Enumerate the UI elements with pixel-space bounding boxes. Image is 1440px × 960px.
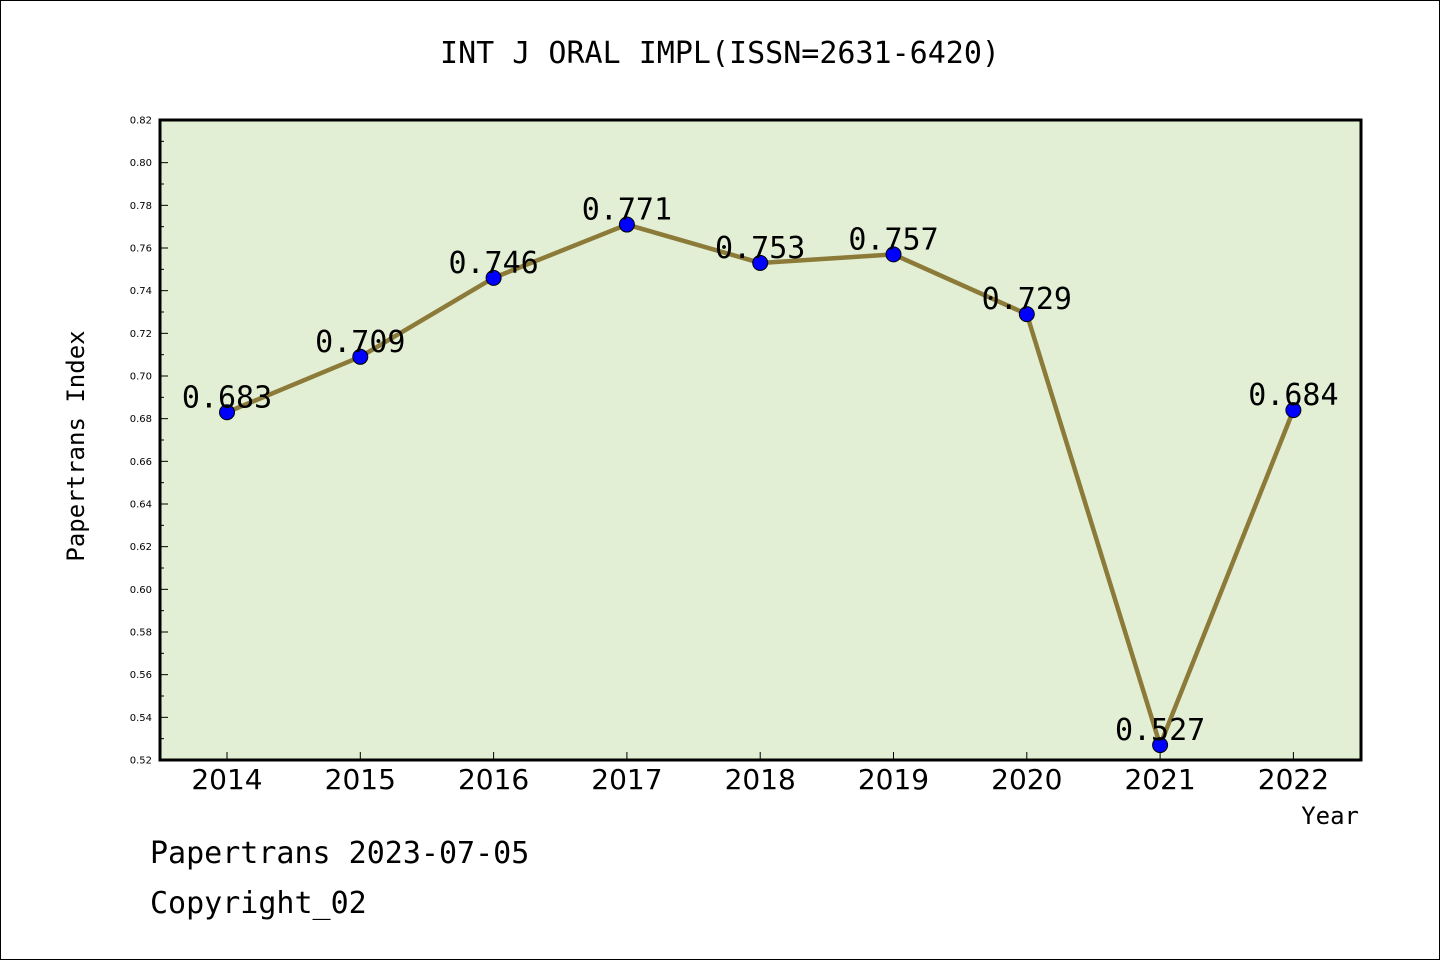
x-tick-label: 2014: [191, 763, 262, 796]
y-tick-label: 0.80: [130, 158, 152, 169]
data-label: 0.527: [1115, 713, 1205, 748]
x-tick-label: 2021: [1124, 763, 1195, 796]
data-point: [485, 269, 502, 286]
data-label: 0.771: [582, 193, 672, 228]
x-tick-label: 2017: [591, 763, 662, 796]
data-point: [752, 254, 769, 271]
data-label: 0.684: [1248, 378, 1338, 413]
y-tick-label: 0.82: [130, 116, 152, 127]
data-point: [1152, 737, 1169, 754]
y-tick-label: 0.68: [130, 414, 152, 425]
data-label: 0.683: [182, 380, 272, 415]
x-axis: 2014 2015 2016 2017 2018 2019 2020 2021 2022: [191, 752, 1329, 796]
y-axis-label: Papertrans Index: [62, 330, 90, 561]
x-tick-label: 2019: [858, 763, 929, 796]
data-point: [1285, 402, 1302, 419]
y-tick-label: 0.54: [130, 713, 152, 724]
y-tick-label: 0.52: [130, 756, 152, 767]
plot-area: [160, 120, 1361, 760]
y-tick-label: 0.56: [130, 670, 152, 681]
data-label: 0.746: [448, 246, 538, 281]
x-tick-label: 2020: [991, 763, 1062, 796]
y-tick-label: 0.74: [130, 286, 152, 297]
chart-title: INT J ORAL IMPL(ISSN=2631-6420): [440, 36, 1000, 71]
data-point: [885, 246, 902, 263]
data-labels: 0.683 0.709 0.746 0.771 0.753 0.757 0.729 0.527…: [182, 193, 1339, 749]
x-axis-label: Year: [1301, 802, 1359, 830]
plot-border: [158, 118, 1363, 762]
data-point: [219, 404, 235, 421]
data-label: 0.729: [982, 282, 1072, 317]
y-tick-label: 0.72: [130, 329, 152, 340]
y-tick-label: 0.64: [130, 500, 152, 511]
x-tick-label: 2018: [725, 763, 796, 796]
y-tick-label: 0.66: [130, 457, 152, 468]
y-tick-label: 0.70: [130, 372, 152, 383]
y-tick-label: 0.76: [130, 244, 152, 255]
data-point: [1018, 306, 1035, 323]
data-label: 0.753: [715, 231, 805, 266]
y-tick-label: 0.62: [130, 542, 152, 553]
x-tick-label: 2015: [325, 763, 396, 796]
y-tick-label: 0.58: [130, 628, 152, 639]
data-point: [618, 216, 635, 233]
data-label: 0.709: [315, 325, 405, 360]
footer-copyright: Copyright_02: [150, 886, 367, 921]
y-tick-label: 0.60: [130, 585, 152, 596]
x-tick-label: 2022: [1258, 763, 1329, 796]
data-label: 0.757: [848, 222, 938, 257]
data-point: [352, 348, 369, 365]
y-tick-label: 0.78: [130, 201, 152, 212]
footer-date: Papertrans 2023-07-05: [150, 836, 530, 871]
x-tick-label: 2016: [458, 763, 529, 796]
data-markers: [219, 216, 1302, 754]
